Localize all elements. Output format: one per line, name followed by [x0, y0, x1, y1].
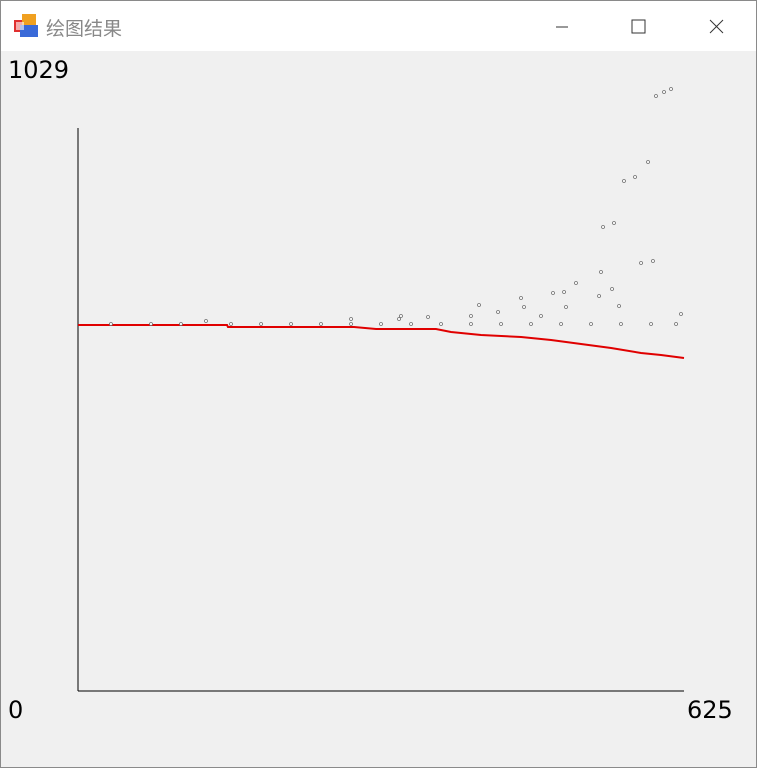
- data-point: [319, 322, 323, 326]
- title-bar: 绘图结果: [1, 1, 756, 51]
- close-button[interactable]: [709, 19, 724, 34]
- data-point: [654, 94, 658, 98]
- data-point: [229, 322, 233, 326]
- maximize-button[interactable]: [631, 19, 646, 34]
- data-point: [612, 221, 616, 225]
- data-point: [539, 314, 543, 318]
- data-point: [562, 290, 566, 294]
- x-tick-label: 625: [687, 696, 733, 724]
- data-point: [399, 314, 403, 318]
- data-point: [179, 322, 183, 326]
- data-point: [477, 303, 481, 307]
- data-point: [469, 322, 473, 326]
- data-point: [409, 322, 413, 326]
- data-point: [499, 322, 503, 326]
- data-point: [674, 322, 678, 326]
- data-point: [574, 281, 578, 285]
- chart: 0 1029 625: [8, 56, 733, 724]
- data-point: [622, 179, 626, 183]
- data-point: [522, 305, 526, 309]
- data-point: [349, 317, 353, 321]
- data-point: [599, 270, 603, 274]
- y-tick-label: 0: [8, 696, 23, 724]
- data-point: [349, 322, 353, 326]
- data-point: [289, 322, 293, 326]
- data-point: [669, 87, 673, 91]
- data-point: [397, 317, 401, 321]
- data-point: [601, 225, 605, 229]
- window-controls: [556, 19, 724, 34]
- data-point: [646, 160, 650, 164]
- data-point: [496, 310, 500, 314]
- data-point: [519, 296, 523, 300]
- data-point: [662, 90, 666, 94]
- data-point: [529, 322, 533, 326]
- data-point: [564, 305, 568, 309]
- data-point: [551, 291, 555, 295]
- y-tick-label: 1029: [8, 56, 69, 84]
- data-point: [639, 261, 643, 265]
- data-point: [589, 322, 593, 326]
- data-point: [204, 319, 208, 323]
- data-point: [610, 287, 614, 291]
- data-point: [633, 175, 637, 179]
- data-point: [149, 322, 153, 326]
- window-title: 绘图结果: [46, 18, 123, 40]
- data-point: [617, 304, 621, 308]
- data-point: [649, 322, 653, 326]
- data-point: [259, 322, 263, 326]
- data-point: [469, 314, 473, 318]
- data-point: [379, 322, 383, 326]
- data-point: [559, 322, 563, 326]
- data-point: [619, 322, 623, 326]
- data-point: [597, 294, 601, 298]
- data-point: [679, 312, 683, 316]
- data-point: [651, 259, 655, 263]
- data-point: [439, 322, 443, 326]
- app-icon: [14, 14, 38, 37]
- data-line: [78, 324, 685, 359]
- data-point: [109, 322, 113, 326]
- data-point: [426, 315, 430, 319]
